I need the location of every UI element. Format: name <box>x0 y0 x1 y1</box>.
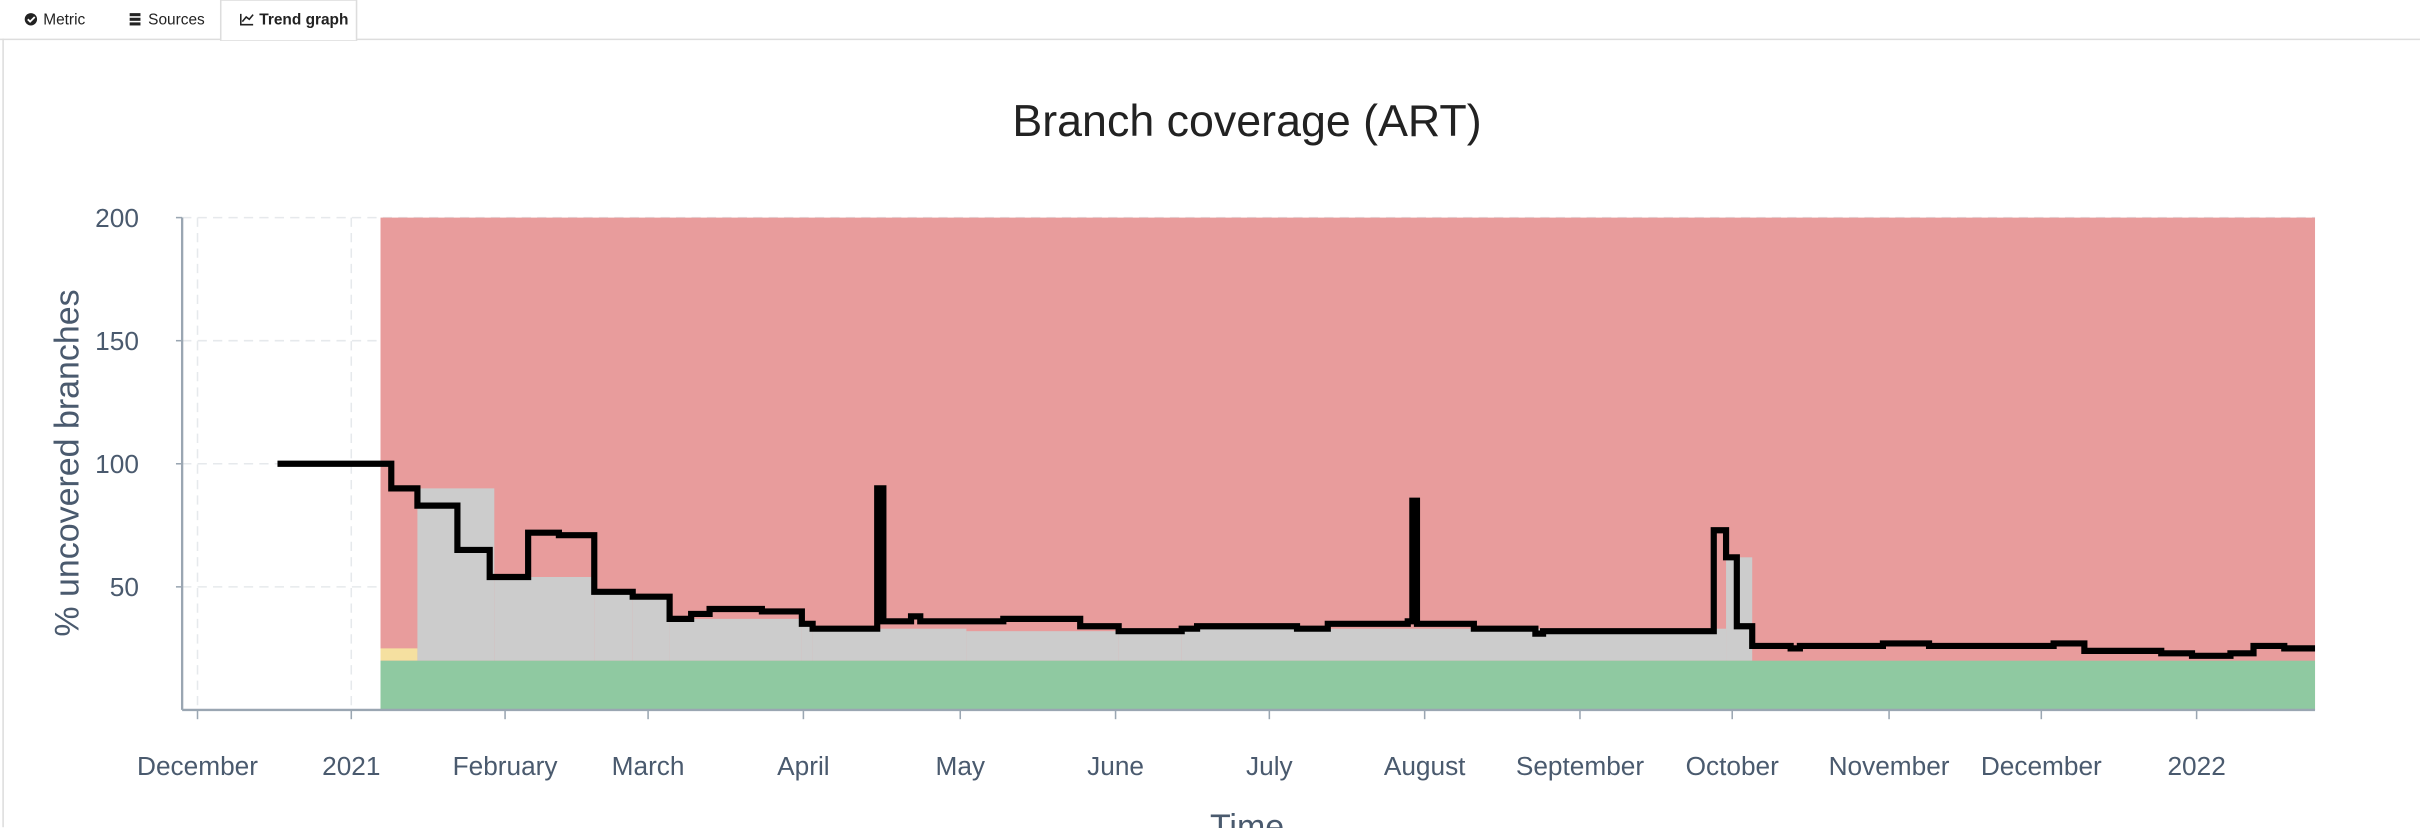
x-tick-label: December <box>1981 751 2102 781</box>
trend-icon <box>240 13 254 26</box>
y-axis-label: % uncovered branches <box>49 289 87 636</box>
zone <box>494 577 595 661</box>
lines <box>277 460 2316 659</box>
zone <box>380 660 2316 710</box>
x-axis-label: Time <box>1210 808 1284 828</box>
tab[interactable]: Metric <box>43 12 85 29</box>
zone <box>966 631 1119 661</box>
x-tick-label: March <box>612 751 685 781</box>
x-tick-label: 2022 <box>2167 751 2225 781</box>
x-tick-label: October <box>1686 751 1780 781</box>
y-tick-label: 150 <box>95 326 139 356</box>
x-tick-label: July <box>1246 751 1294 781</box>
zone <box>669 618 802 661</box>
tab[interactable]: Sources <box>148 12 205 29</box>
zone <box>801 623 813 661</box>
x-tick-label: May <box>935 751 985 781</box>
areas <box>380 217 2316 710</box>
y-tick-label: 200 <box>95 203 139 233</box>
x-tick-label: November <box>1829 751 1950 781</box>
x-tick-label: February <box>453 751 559 781</box>
x-tick-label: September <box>1516 751 1645 781</box>
x-tick-label: December <box>137 751 258 781</box>
zone <box>594 591 633 661</box>
sources-icon <box>129 13 141 26</box>
x-tick-label: 2021 <box>322 751 380 781</box>
y-tick-label: 50 <box>110 572 139 602</box>
zone <box>812 628 967 661</box>
x-tick-label: August <box>1384 751 1466 781</box>
x-tick-label: June <box>1087 751 1144 781</box>
tab[interactable]: Trend graph <box>259 12 348 29</box>
zone <box>380 648 418 661</box>
metric-icon <box>24 13 38 26</box>
x-tick-label: April <box>777 751 829 781</box>
y-tick-label: 100 <box>95 449 139 479</box>
zone <box>632 596 670 661</box>
chart-title: Branch coverage (ART) <box>1012 96 1481 146</box>
metric-check <box>27 16 36 23</box>
trend-line <box>277 460 2316 659</box>
axes: 50 100 150 200 December 2021 February March Apri… <box>95 203 2316 781</box>
zone <box>1118 631 1182 661</box>
